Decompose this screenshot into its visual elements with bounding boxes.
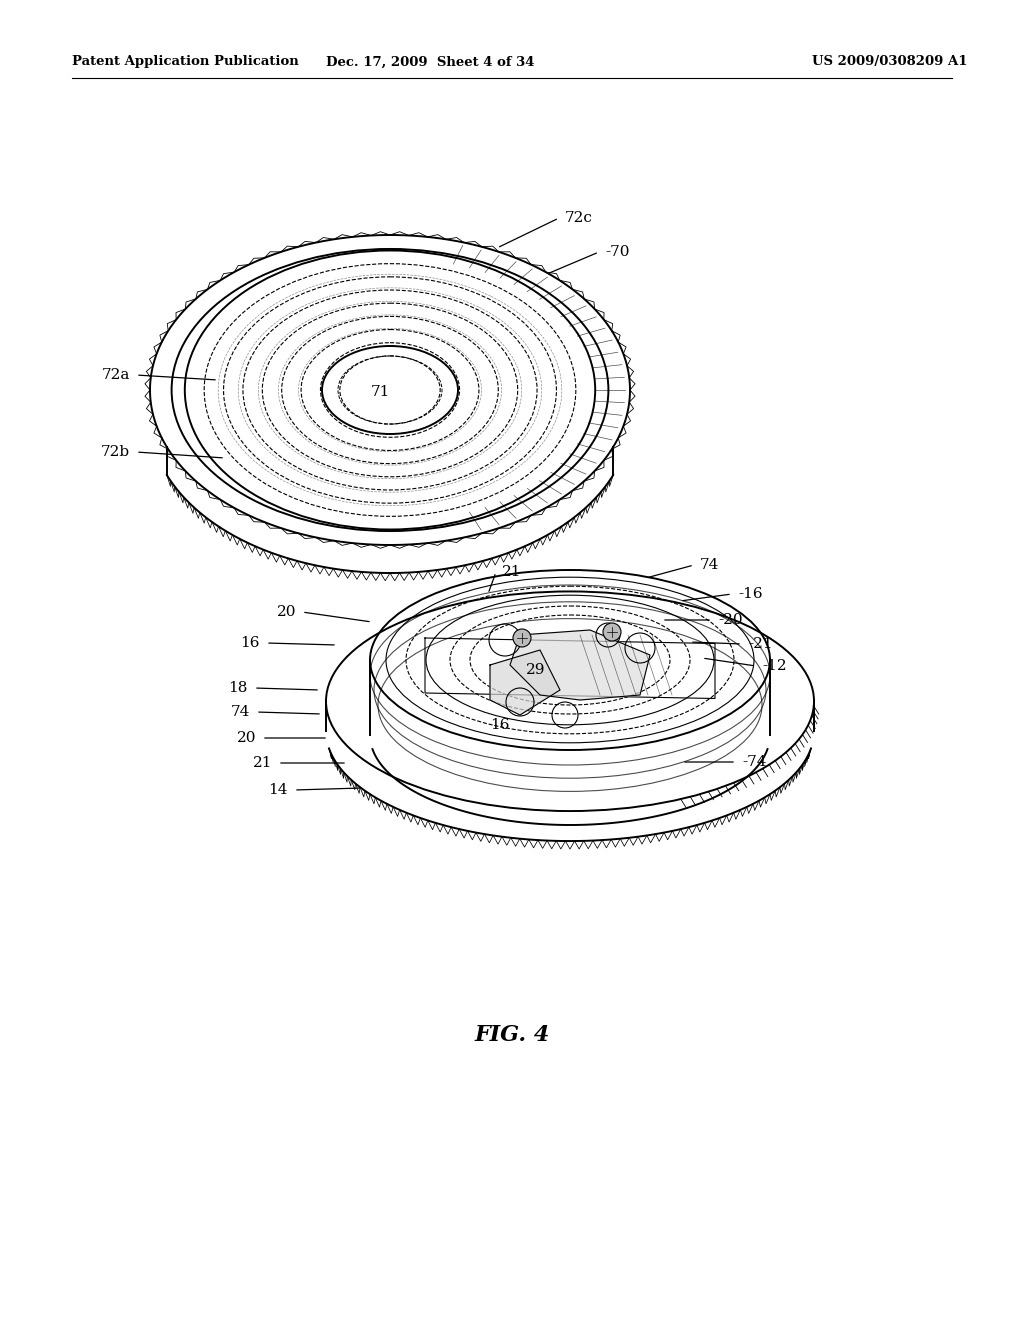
Text: 72a: 72a xyxy=(101,368,130,381)
Text: FIG. 4: FIG. 4 xyxy=(474,1024,550,1045)
Text: 74: 74 xyxy=(700,558,720,572)
Text: 20: 20 xyxy=(237,731,256,744)
Circle shape xyxy=(513,630,531,647)
Text: Patent Application Publication: Patent Application Publication xyxy=(72,55,299,69)
Text: -21: -21 xyxy=(748,638,773,651)
Text: US 2009/0308209 A1: US 2009/0308209 A1 xyxy=(812,55,968,69)
Text: 14: 14 xyxy=(268,783,288,797)
Text: 16: 16 xyxy=(490,718,510,733)
Text: 29: 29 xyxy=(526,663,546,677)
Text: -16: -16 xyxy=(738,587,763,601)
Text: Dec. 17, 2009  Sheet 4 of 34: Dec. 17, 2009 Sheet 4 of 34 xyxy=(326,55,535,69)
Text: 71: 71 xyxy=(371,385,390,399)
Text: 18: 18 xyxy=(228,681,248,696)
Text: 21: 21 xyxy=(502,565,521,579)
Circle shape xyxy=(603,623,621,642)
Text: -70: -70 xyxy=(605,246,630,259)
Text: 16: 16 xyxy=(241,636,260,649)
Text: 74: 74 xyxy=(230,705,250,719)
Text: -20: -20 xyxy=(718,612,742,627)
Text: 21: 21 xyxy=(253,756,272,770)
Text: -12: -12 xyxy=(762,659,786,673)
Text: -74: -74 xyxy=(742,755,767,770)
Polygon shape xyxy=(510,630,650,700)
Text: 72c: 72c xyxy=(565,211,593,224)
Text: 20: 20 xyxy=(276,605,296,619)
Polygon shape xyxy=(490,649,560,715)
Text: 72b: 72b xyxy=(101,445,130,459)
